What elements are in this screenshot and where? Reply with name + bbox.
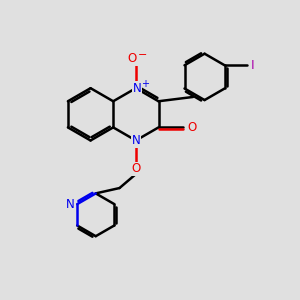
Text: N: N bbox=[65, 198, 74, 211]
Text: N: N bbox=[133, 82, 142, 95]
Text: O: O bbox=[131, 162, 140, 175]
Text: O: O bbox=[128, 52, 137, 65]
Text: −: − bbox=[138, 50, 147, 60]
Text: N: N bbox=[131, 134, 140, 147]
Text: O: O bbox=[187, 121, 196, 134]
Text: I: I bbox=[251, 59, 255, 72]
Text: +: + bbox=[141, 79, 149, 89]
